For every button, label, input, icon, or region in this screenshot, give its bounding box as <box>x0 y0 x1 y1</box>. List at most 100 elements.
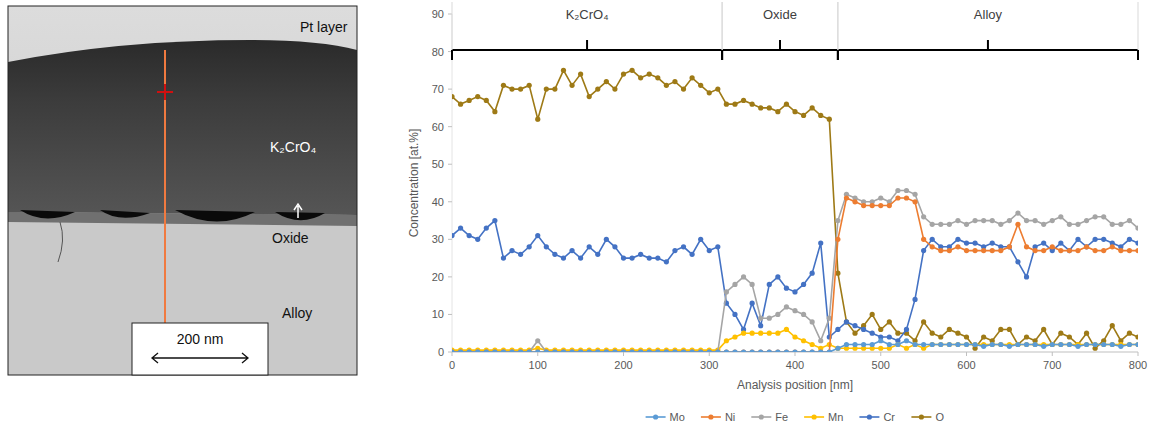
point <box>1127 237 1132 242</box>
point <box>1084 342 1089 347</box>
point <box>527 83 532 88</box>
alloy <box>8 222 357 375</box>
point <box>484 349 489 352</box>
point <box>621 349 626 352</box>
legend-marker <box>867 414 872 419</box>
point <box>852 323 857 328</box>
point <box>904 338 909 343</box>
point <box>1050 342 1055 347</box>
region-label: Oxide <box>763 7 797 22</box>
point <box>458 349 463 352</box>
point <box>535 349 540 352</box>
point <box>612 349 617 352</box>
point <box>698 349 703 352</box>
legend-item: O <box>911 411 944 423</box>
y-tick <box>448 352 452 353</box>
point <box>990 248 995 253</box>
point <box>724 338 729 343</box>
point <box>990 240 995 245</box>
point <box>1135 342 1138 347</box>
point <box>1135 342 1138 347</box>
point <box>475 349 480 352</box>
point <box>930 222 935 227</box>
point <box>784 102 789 107</box>
legend-label: O <box>935 411 944 423</box>
point <box>569 349 574 352</box>
point <box>835 346 840 351</box>
point <box>707 90 712 95</box>
point <box>647 349 652 352</box>
point <box>544 349 549 352</box>
point <box>792 308 797 313</box>
point <box>938 222 943 227</box>
region-divider <box>837 2 838 50</box>
point <box>561 68 566 73</box>
point <box>707 349 712 352</box>
point <box>1127 342 1132 347</box>
point <box>475 94 480 99</box>
point <box>1067 248 1072 253</box>
point <box>621 349 626 352</box>
point <box>569 349 574 352</box>
point <box>467 233 472 238</box>
point <box>509 349 514 352</box>
point <box>895 331 900 336</box>
series <box>452 218 1138 343</box>
point <box>887 203 892 208</box>
point <box>818 113 823 118</box>
point <box>758 349 763 352</box>
series-line <box>452 198 1138 352</box>
pt-layer <box>8 6 357 375</box>
point <box>912 192 917 197</box>
point <box>827 349 832 352</box>
point <box>938 248 943 253</box>
point <box>535 338 540 343</box>
legend-marker <box>812 414 817 419</box>
point <box>852 199 857 204</box>
point <box>595 349 600 352</box>
point <box>1118 222 1123 227</box>
point <box>578 349 583 352</box>
point <box>818 338 823 343</box>
point <box>681 244 686 249</box>
point <box>947 327 952 332</box>
point <box>947 342 952 347</box>
point <box>878 327 883 332</box>
point <box>1084 244 1089 249</box>
point <box>492 349 497 352</box>
point <box>698 349 703 352</box>
label: Oxide <box>272 230 309 246</box>
point <box>792 349 797 352</box>
point <box>904 188 909 193</box>
point <box>664 349 669 352</box>
point <box>578 349 583 352</box>
point <box>587 349 592 352</box>
y-tick <box>448 276 452 277</box>
y-tick-label: 40 <box>432 196 444 208</box>
point <box>655 75 660 80</box>
point <box>452 349 455 352</box>
point <box>715 244 720 249</box>
point <box>458 349 463 352</box>
point <box>595 252 600 257</box>
x-tick <box>880 352 881 356</box>
point <box>904 346 909 351</box>
point <box>509 87 514 92</box>
point <box>707 248 712 253</box>
y-tick <box>448 314 452 315</box>
point <box>561 349 566 352</box>
point <box>458 349 463 352</box>
legend-label: Ni <box>725 411 735 423</box>
point <box>732 334 737 339</box>
point <box>501 349 506 352</box>
point <box>604 349 609 352</box>
series <box>452 188 1138 352</box>
point <box>921 342 926 347</box>
point <box>758 331 763 336</box>
point <box>569 248 574 253</box>
point <box>1110 342 1115 347</box>
point <box>998 327 1003 332</box>
point <box>981 248 986 253</box>
point <box>1127 248 1132 253</box>
point <box>655 349 660 352</box>
